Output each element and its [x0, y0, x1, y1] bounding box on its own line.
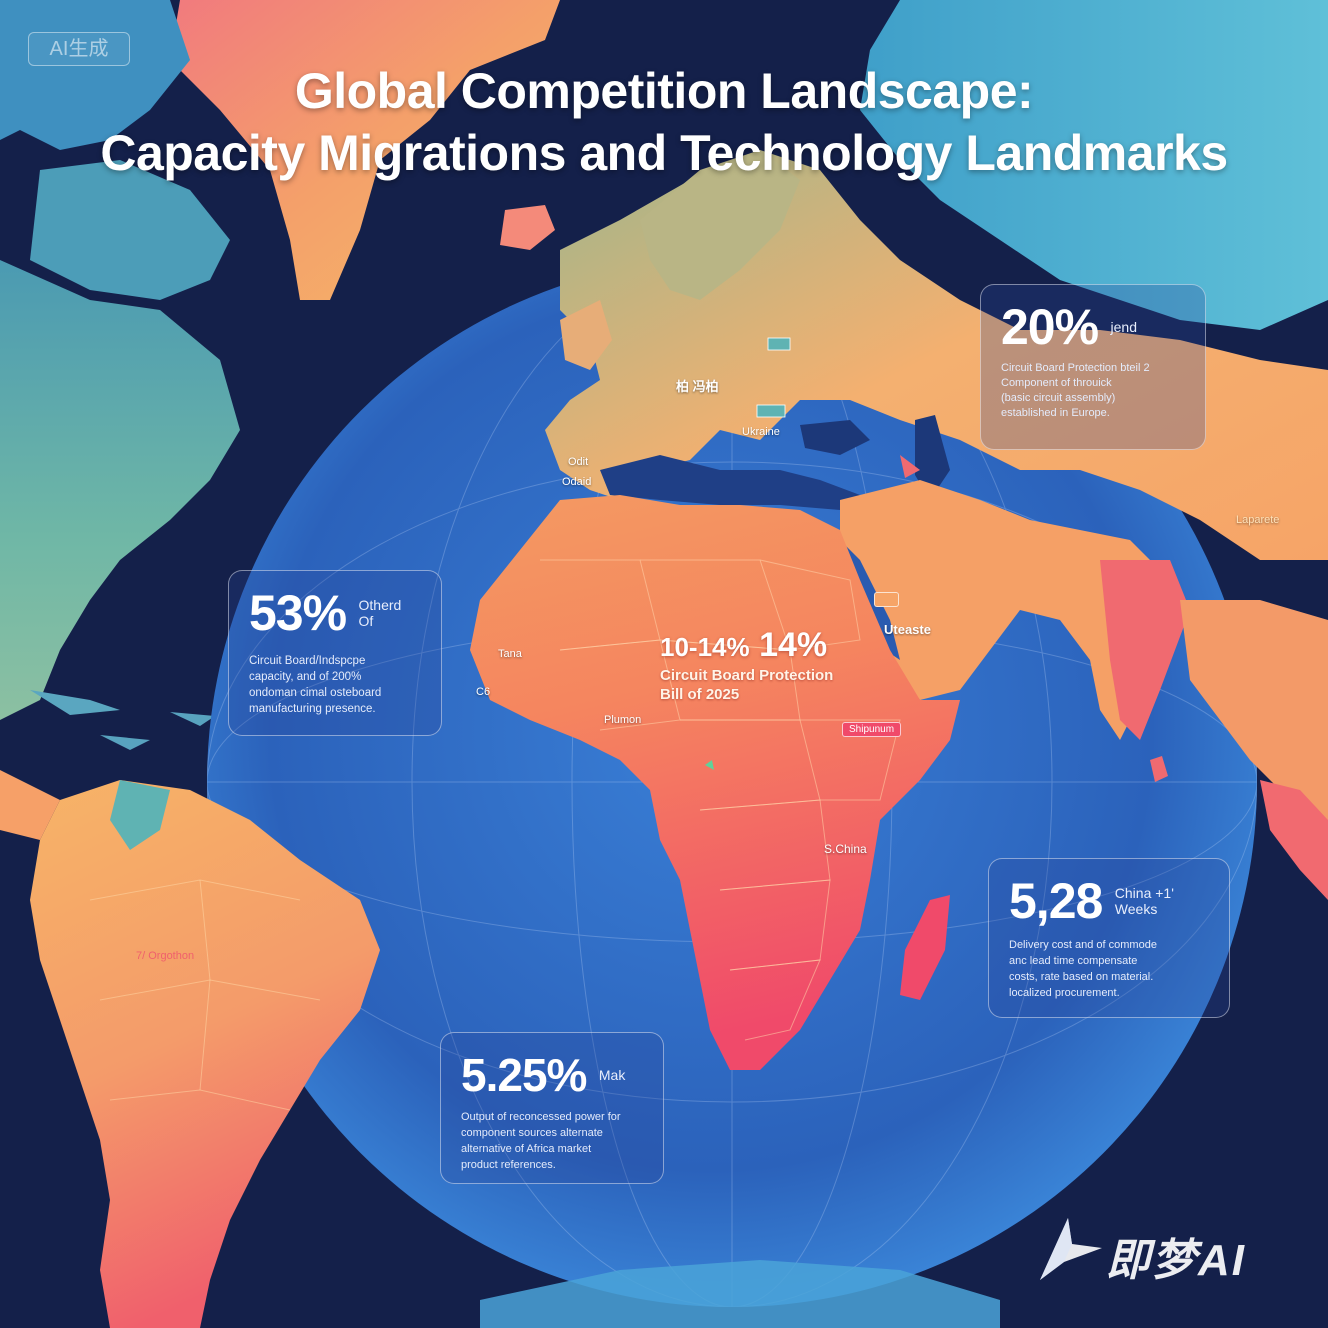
title-line-1: Global Competition Landscape:: [294, 63, 1034, 119]
stat-value: 5.25%: [461, 1049, 587, 1101]
center-stat: 10-14% 14% Circuit Board Protection Bill…: [660, 626, 880, 704]
stat-tag: China +1' Weeks: [1114, 885, 1174, 917]
stat-description: Delivery cost and of commode anc lead ti…: [1009, 939, 1157, 999]
stat-tag: Otherd Of: [358, 597, 402, 629]
center-stat-value: 10-14% 14%: [660, 626, 828, 664]
label-berlin: 柏 冯柏: [676, 379, 719, 394]
label-saudi-chip: [874, 592, 900, 607]
label-morocco: Tana: [498, 648, 522, 660]
stat-value: 5,28: [1009, 873, 1103, 929]
label-spain-top: Odit: [568, 456, 589, 468]
label-se-asia: Laparete: [1236, 514, 1280, 526]
label-nigeria: Plumon: [604, 714, 642, 726]
stat-card-bottom-right: 5,28 China +1' Weeks Delivery cost and o…: [988, 858, 1230, 1018]
stat-card-left: 53% Otherd Of Circuit Board/Indspcpe cap…: [228, 570, 442, 736]
stat-description: Output of reconcessed power for componen…: [461, 1111, 621, 1171]
stat-description: Circuit Board Protection bteil 2 Compone…: [1001, 362, 1150, 419]
watermark: 即梦AI: [1034, 1210, 1304, 1290]
stat-value: 20%: [1001, 299, 1099, 355]
label-ethiopia: Shipunum: [842, 722, 902, 737]
stat-tag: jend: [1110, 319, 1137, 335]
label-ukraine: Ukraine: [742, 426, 780, 438]
dreamina-logo-icon: [1040, 1218, 1102, 1280]
watermark-text: 即梦AI: [1106, 1236, 1246, 1285]
stat-description: Circuit Board/Indspcpe capacity, and of …: [249, 655, 382, 715]
title-line-2: Capacity Migrations and Technology Landm…: [100, 125, 1228, 181]
stat-card-top-right: 20% jend Circuit Board Protection bteil …: [980, 284, 1206, 450]
center-stat-line-2: Bill of 2025: [660, 686, 740, 703]
ai-generated-badge: AI生成: [28, 32, 130, 66]
label-brazil: 7/ Orgothon: [136, 950, 195, 962]
stat-value: 53%: [249, 585, 347, 641]
stat-card-bottom-center: 5.25% Mak Output of reconcessed power fo…: [440, 1032, 664, 1184]
label-spain-bottom: Odaid: [562, 476, 592, 488]
stat-tag: Mak: [598, 1067, 626, 1083]
center-stat-line-1: Circuit Board Protection: [660, 667, 834, 684]
label-west-africa: C6: [476, 686, 491, 698]
label-saudi: Uteaste: [884, 622, 931, 637]
label-kenya: S.China: [824, 842, 867, 856]
